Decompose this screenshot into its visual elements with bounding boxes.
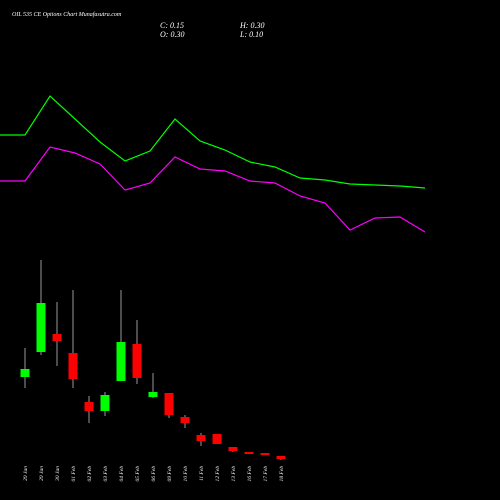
- candle-body: [244, 452, 254, 454]
- x-tick-label: 29 Jan: [39, 466, 45, 481]
- candle-body: [20, 369, 30, 377]
- chart-title: OIL 535 CE Options Chart Munafasutra.com: [12, 11, 122, 18]
- candle-body: [164, 393, 174, 415]
- candle-body: [84, 402, 94, 411]
- x-tick-label: 03 Feb: [103, 466, 109, 482]
- x-tick-label: 16 Feb: [247, 466, 253, 482]
- x-tick-label: 29 Jan: [23, 466, 29, 481]
- candle-body: [116, 342, 126, 381]
- candle-body: [196, 435, 206, 441]
- x-tick-label: 30 Jan: [55, 466, 61, 482]
- open-label: O: 0.30: [160, 30, 184, 39]
- x-tick-label: 01 Feb: [71, 466, 77, 482]
- candle-body: [100, 395, 110, 411]
- candle-body: [212, 434, 222, 444]
- close-label: C: 0.15: [160, 21, 184, 30]
- x-tick-label: 09 Feb: [167, 466, 173, 482]
- low-label: L: 0.10: [239, 30, 263, 39]
- x-tick-label: 13 Feb: [231, 466, 237, 482]
- x-tick-label: 11 Feb: [199, 466, 205, 481]
- x-tick-label: 10 Feb: [183, 466, 189, 482]
- indicator-line: [0, 146, 426, 233]
- x-tick-label: 18 Feb: [279, 466, 285, 482]
- x-tick-label: 05 Feb: [135, 466, 141, 482]
- candle-body: [276, 456, 286, 459]
- candle-body: [132, 344, 142, 378]
- candle-body: [148, 392, 158, 397]
- x-tick-label: 06 Feb: [151, 466, 157, 482]
- x-tick-label: 04 Feb: [118, 466, 125, 482]
- candle-body: [52, 334, 62, 341]
- x-tick-label: 02 Feb: [87, 466, 93, 482]
- candle-body: [228, 447, 238, 451]
- indicator-line: [0, 95, 426, 189]
- candle-body: [260, 453, 270, 455]
- x-tick-label: 12 Feb: [215, 466, 221, 482]
- candle-body: [36, 303, 46, 352]
- candle-body: [68, 353, 78, 379]
- x-tick-label: 17 Feb: [263, 466, 269, 482]
- high-label: H: 0.30: [239, 21, 264, 30]
- candle-body: [180, 417, 190, 423]
